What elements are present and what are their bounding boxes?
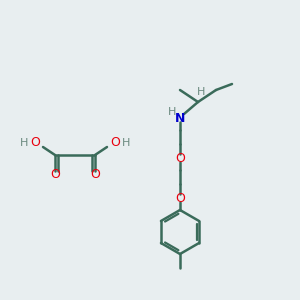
Text: N: N <box>175 112 185 124</box>
Text: O: O <box>175 152 185 164</box>
Text: O: O <box>90 169 100 182</box>
Text: O: O <box>30 136 40 149</box>
Text: H: H <box>122 138 130 148</box>
Text: O: O <box>50 169 60 182</box>
Text: O: O <box>175 191 185 205</box>
Text: H: H <box>168 107 176 117</box>
Text: H: H <box>20 138 28 148</box>
Text: H: H <box>197 87 205 97</box>
Text: O: O <box>110 136 120 149</box>
